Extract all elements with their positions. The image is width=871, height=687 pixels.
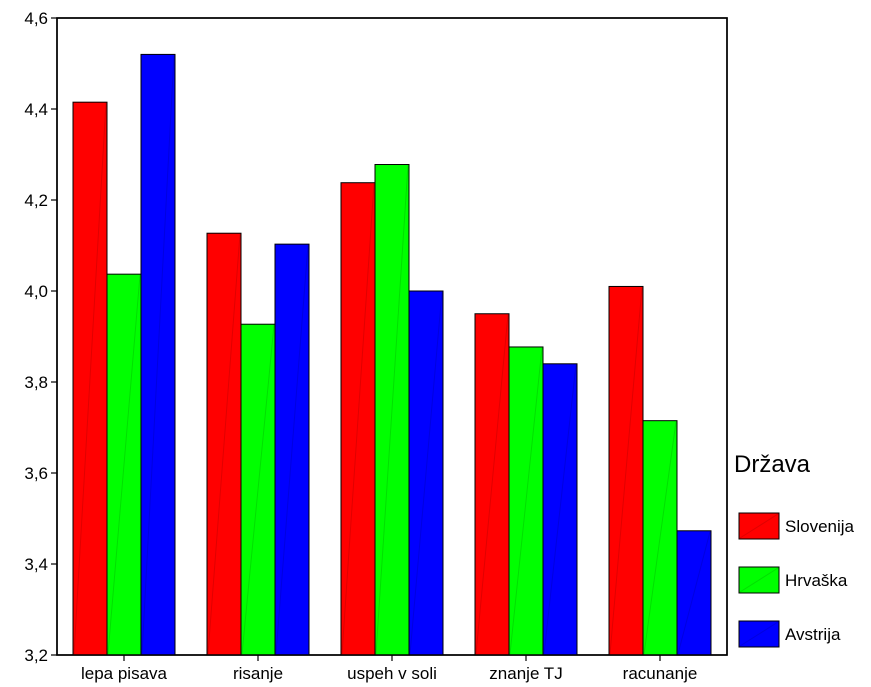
legend-label-avstrija: Avstrija: [785, 625, 841, 644]
bar-shade: [475, 314, 509, 655]
bar-shade: [341, 183, 375, 655]
y-tick-label: 3,8: [24, 373, 48, 392]
bar-slovenija-4: [474, 313, 510, 656]
legend-swatch-shade: [739, 621, 779, 647]
bar-shade: [509, 347, 543, 655]
legend-label-slovenija: Slovenija: [785, 517, 855, 536]
plot-border: [56, 17, 728, 656]
bar-avstrija-3: [408, 290, 444, 656]
x-axis: lepa pisava risanje uspeh v soli znanje TJ r…: [81, 655, 697, 683]
x-tick-label: risanje: [233, 664, 283, 683]
bar-shade: [375, 165, 409, 655]
bar-shade: [141, 55, 175, 655]
bar-slovenija-5: [608, 285, 644, 656]
bar-slovenija-2: [206, 232, 242, 656]
x-tick-label: racunanje: [623, 664, 698, 683]
bar-shade: [107, 275, 141, 655]
legend-title: Država: [734, 451, 811, 478]
bar-avstrija-2: [274, 243, 310, 656]
bar-shade: [543, 364, 577, 655]
bar-shade: [207, 234, 241, 655]
x-tick-label: uspeh v soli: [347, 664, 437, 683]
bar-avstrija-1: [140, 53, 176, 656]
y-axis: 3,2 3,4 3,6 3,8 4,0 4,2 4,4 4,6: [24, 9, 57, 665]
x-tick-label: lepa pisava: [81, 664, 168, 683]
y-tick-label: 3,2: [24, 646, 48, 665]
bar-slovenija-1: [72, 101, 108, 656]
bar-hrvaška-5: [642, 420, 678, 656]
legend-swatch-shade: [739, 567, 779, 593]
bar-shade: [241, 325, 275, 655]
bar-shade: [643, 421, 677, 655]
bar-shade: [275, 245, 309, 655]
y-tick-label: 4,2: [24, 191, 48, 210]
y-tick-label: 4,6: [24, 9, 48, 28]
bar-shade: [677, 531, 711, 655]
bar-shade: [409, 291, 443, 655]
bar-hrvaška-4: [508, 346, 544, 656]
bar-slovenija-3: [340, 182, 376, 656]
bars: [72, 53, 712, 656]
bar-avstrija-5: [676, 530, 712, 656]
legend-swatch-avstrija: [738, 620, 780, 648]
legend: Država Slovenija Hrvaška Avstrija: [734, 451, 855, 648]
bar-shade: [73, 103, 107, 655]
y-tick-label: 4,0: [24, 282, 48, 301]
x-tick-label: znanje TJ: [489, 664, 562, 683]
bar-shade: [609, 287, 643, 655]
legend-label-hrvaška: Hrvaška: [785, 571, 848, 590]
legend-swatch-shade: [739, 513, 779, 539]
y-tick-label: 3,6: [24, 464, 48, 483]
legend-swatch-slovenija: [738, 512, 780, 540]
legend-swatch-hrvaška: [738, 566, 780, 594]
bar-avstrija-4: [542, 363, 578, 656]
y-tick-label: 3,4: [24, 555, 48, 574]
y-tick-label: 4,4: [24, 100, 48, 119]
bar-hrvaška-3: [374, 164, 410, 656]
